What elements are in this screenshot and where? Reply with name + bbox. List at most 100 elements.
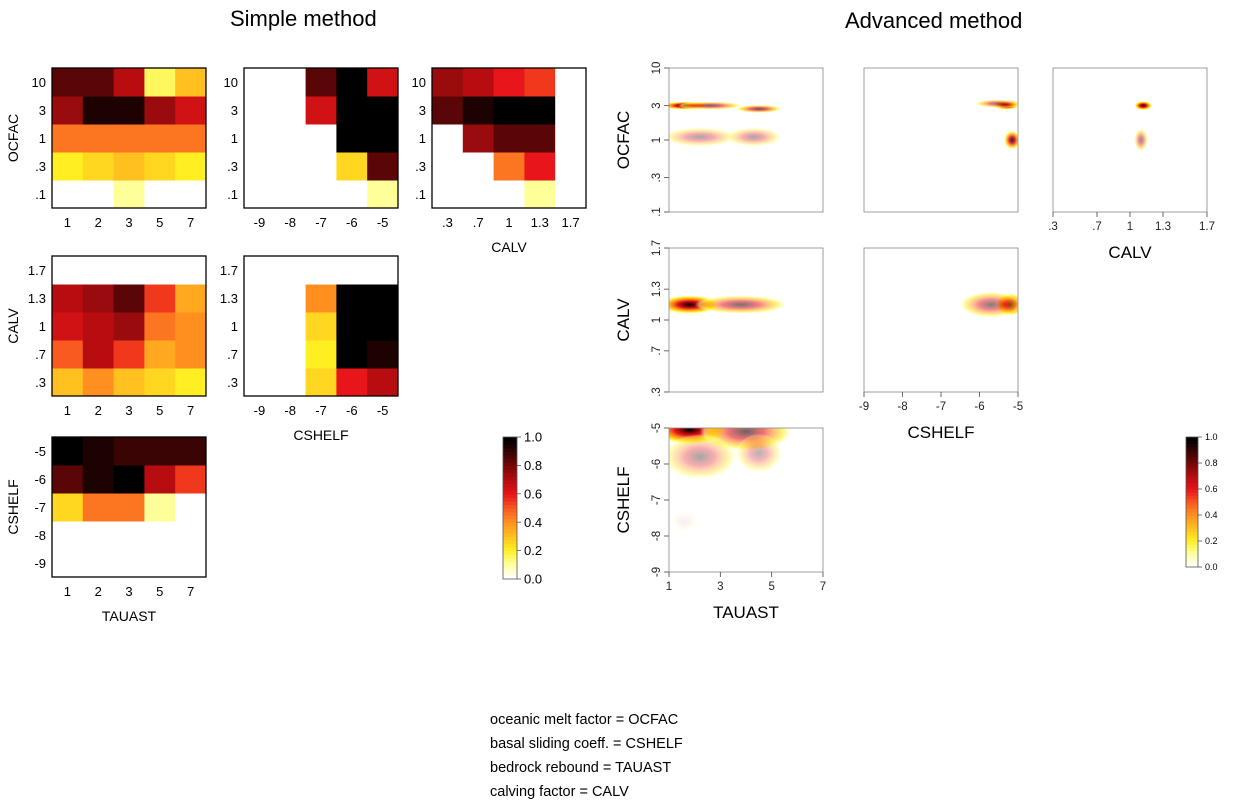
x-tick-label: -6 — [974, 401, 984, 413]
x-tick-label: -7 — [315, 403, 327, 418]
heatmap-cell — [144, 180, 176, 209]
heatmap-cell — [274, 256, 307, 285]
colorbar-swatch — [1186, 521, 1198, 526]
x-tick-label: -8 — [897, 401, 907, 413]
heatmap-cell — [144, 465, 176, 494]
colorbar-swatch — [1186, 485, 1198, 490]
colorbar-tick-label: 0.4 — [1205, 510, 1218, 520]
heatmap-cell — [432, 124, 464, 153]
y-tick-label: .1 — [227, 187, 238, 202]
y-tick-label: 1.3 — [220, 291, 238, 306]
heatmap-cell — [52, 180, 84, 209]
y-tick-label: -8 — [34, 528, 46, 543]
x-axis-label: CALV — [491, 239, 527, 255]
heatmap-cell — [274, 96, 307, 125]
colorbar-tick-label: 0.4 — [524, 515, 542, 530]
colorbar-swatch — [1186, 466, 1198, 471]
x-tick-label: -8 — [284, 215, 296, 230]
x-tick-label: 3 — [717, 581, 723, 593]
colorbar-tick-label: 0.2 — [1205, 536, 1218, 546]
heatmap-cell — [113, 284, 145, 313]
colorbar-swatch — [1186, 505, 1198, 510]
figure-canvas: 1 2 3 5 7 .1 .3 1 3 10 OCFAC -9 -8 -7 -6 -5 .1 .3 1 3 10 .3 .7… — [5, 62, 1218, 624]
y-tick-label: .3 — [35, 159, 46, 174]
heatmap-cell — [144, 521, 176, 550]
colorbar-swatch — [503, 479, 517, 484]
x-tick-label: 5 — [768, 581, 774, 593]
heatmap-cell — [52, 124, 84, 153]
colorbar-swatch — [503, 518, 517, 523]
heatmap-cell — [367, 68, 399, 97]
density-blob — [1134, 101, 1153, 111]
colorbar-swatch — [1186, 560, 1198, 565]
heatmap-cell — [52, 368, 84, 397]
heatmap-cell — [336, 180, 368, 209]
heatmap-cell — [82, 256, 115, 285]
colorbar-swatch — [503, 440, 517, 445]
heatmap-cell — [305, 68, 337, 97]
colorbar-swatch — [503, 557, 517, 562]
heatmap-cell — [175, 437, 207, 466]
colorbar-swatch — [503, 525, 517, 530]
y-tick-label: -6 — [651, 459, 663, 469]
heatmap-cell — [462, 68, 495, 97]
y-tick-label: .3 — [651, 387, 663, 397]
heatmap-cell — [493, 180, 525, 209]
colorbar-swatch — [503, 504, 517, 509]
colorbar-swatch — [1186, 547, 1198, 552]
x-tick-label: -9 — [254, 403, 266, 418]
colorbar-swatch — [503, 476, 517, 481]
heatmap-cell — [175, 368, 207, 397]
colorbar-swatch — [503, 437, 517, 442]
y-axis-label: CSHELF — [614, 466, 633, 533]
heatmap-cell — [367, 180, 399, 209]
x-tick-label: 5 — [156, 403, 163, 418]
y-tick-label: .1 — [651, 207, 663, 217]
advanced-ocfac-calv-panel: .3 .7 1 1.3 1.7 CALV — [1048, 67, 1215, 262]
colorbar-tick-label: 0.2 — [524, 543, 542, 558]
colorbar-swatch — [503, 568, 517, 573]
simple-ocfac-cshelf-panel: -9 -8 -7 -6 -5 .1 .3 1 3 10 — [224, 67, 399, 230]
y-tick-label: 1 — [39, 131, 46, 146]
heatmap-cell — [367, 284, 399, 313]
heatmap-cell — [52, 152, 84, 181]
heatmap-cell — [244, 340, 276, 369]
colorbar-swatch — [1186, 550, 1198, 555]
heatmap-cell — [52, 493, 84, 522]
simple-ocfac-tauast-panel: 1 2 3 5 7 .1 .3 1 3 10 OCFAC — [5, 67, 207, 230]
heatmap-cell — [175, 521, 207, 550]
colorbar-swatch — [1186, 502, 1198, 506]
heatmap-cell — [524, 96, 556, 125]
colorbar-swatch — [1186, 479, 1198, 484]
colorbar-swatch — [1186, 518, 1198, 523]
heatmap-cell — [336, 152, 368, 181]
heatmap-cell — [524, 124, 556, 153]
heatmap-cell — [144, 493, 176, 522]
heatmap-cell — [175, 68, 207, 97]
colorbar-swatch — [1186, 453, 1198, 458]
advanced-cshelf-tauast-panel: -9 -8 -7 -6 -5 1 3 5 7 TAUAST CSHELF — [614, 423, 826, 622]
heatmap-cell — [175, 180, 207, 209]
heatmap-cell — [82, 340, 115, 369]
x-axis-label: TAUAST — [713, 603, 779, 622]
x-tick-label: 1 — [1127, 221, 1133, 233]
heatmap-cell — [144, 340, 176, 369]
colorbar-swatch — [503, 490, 517, 495]
colorbar-swatch — [1186, 472, 1198, 477]
heatmap-cell — [82, 312, 115, 341]
y-tick-label: -9 — [34, 556, 46, 571]
heatmap-cell — [82, 493, 115, 522]
y-tick-label: 3 — [39, 103, 46, 118]
x-tick-label: .7 — [1092, 221, 1102, 233]
x-tick-label: 1.3 — [531, 215, 549, 230]
heatmap-cell — [274, 368, 307, 397]
simple-ocfac-calv-panel: .3 .7 1 1.3 1.7 .1 .3 1 3 10 CALV — [412, 67, 587, 255]
heatmap-cell — [305, 284, 337, 313]
heatmap-cell — [367, 152, 399, 181]
colorbar-tick-label: 0.6 — [524, 486, 542, 501]
heatmap-cell — [175, 340, 207, 369]
colorbar-swatch — [1186, 524, 1198, 529]
y-tick-label: 3 — [419, 103, 426, 118]
heatmap-cell — [52, 549, 84, 578]
x-tick-label: 3 — [125, 584, 132, 599]
